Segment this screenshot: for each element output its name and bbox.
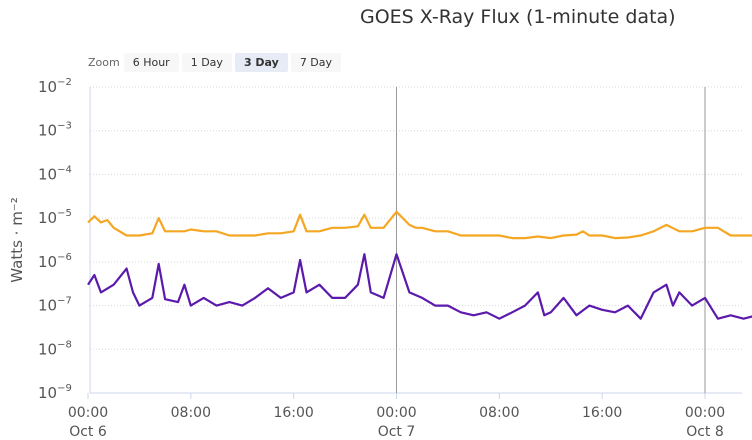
zoom-3-day-button[interactable]: 3 Day — [234, 53, 288, 72]
y-tick-label: 10−7 — [38, 296, 72, 315]
x-tick-label: 00:00 — [68, 405, 108, 421]
y-tick-label: 10−8 — [38, 339, 72, 358]
series-line-1 — [87, 253, 752, 320]
y-tick-label: 10−2 — [38, 77, 72, 96]
zoom-1-day-button[interactable]: 1 Day — [181, 53, 232, 72]
x-tick-label: 00:00 — [376, 405, 416, 421]
y-tick-label: 10−3 — [38, 121, 72, 140]
y-axis-title: Watts · m⁻² — [8, 197, 26, 283]
series-line-0 — [87, 210, 752, 240]
x-tick-label: 08:00 — [479, 405, 519, 421]
x-tick-label: 16:00 — [582, 405, 622, 421]
x-tick-label: 08:00 — [171, 405, 211, 421]
y-tick-label: 10−9 — [38, 383, 72, 402]
zoom-7-day-button[interactable]: 7 Day — [290, 53, 342, 72]
x-tick-date-label: Oct 7 — [378, 424, 416, 440]
y-tick-label: 10−5 — [38, 208, 72, 227]
zoom-6-hour-button[interactable]: 6 Hour — [123, 53, 179, 72]
chart-title: GOES X-Ray Flux (1-minute data) — [360, 6, 676, 28]
x-tick-label: 00:00 — [685, 405, 725, 421]
x-tick-label: 16:00 — [273, 405, 313, 421]
y-tick-label: 10−4 — [38, 164, 72, 183]
y-tick-label: 10−6 — [38, 252, 72, 271]
zoom-controls: Zoom 6 Hour 1 Day 3 Day 7 Day — [88, 53, 344, 72]
x-tick-date-label: Oct 6 — [69, 424, 107, 440]
x-tick-date-label: Oct 8 — [686, 424, 724, 440]
zoom-label: Zoom — [88, 56, 120, 69]
